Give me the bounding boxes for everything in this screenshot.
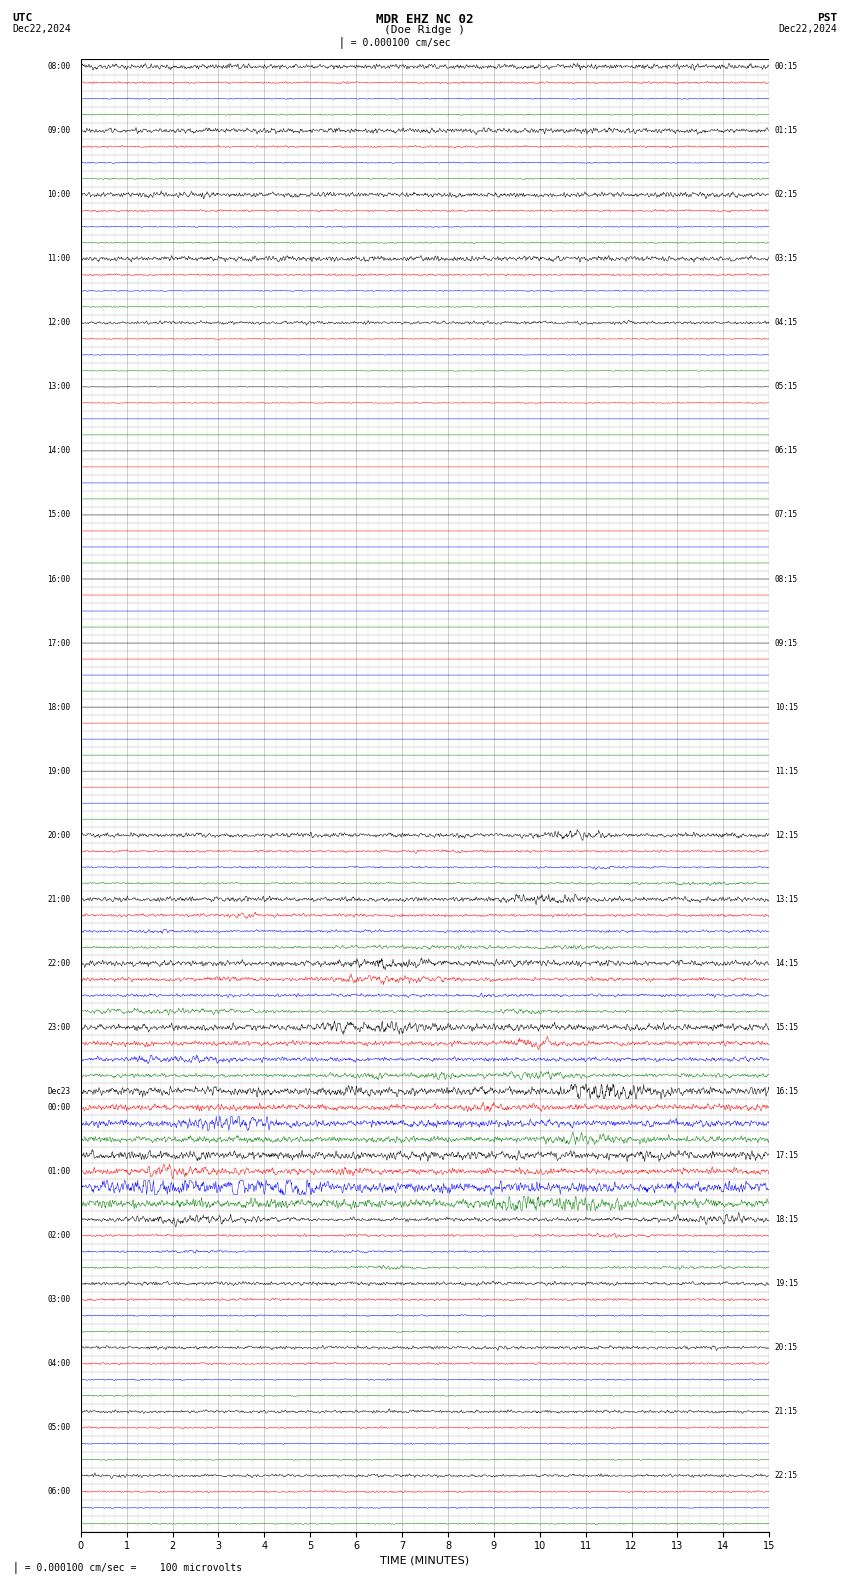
Text: 22:15: 22:15 [774, 1472, 798, 1479]
Text: 00:00: 00:00 [48, 1102, 71, 1112]
Text: 11:15: 11:15 [774, 767, 798, 776]
Text: 10:15: 10:15 [774, 703, 798, 711]
Text: 09:15: 09:15 [774, 638, 798, 648]
Text: 13:00: 13:00 [48, 382, 71, 391]
Text: 06:00: 06:00 [48, 1487, 71, 1497]
Text: 20:15: 20:15 [774, 1343, 798, 1353]
Text: 02:00: 02:00 [48, 1231, 71, 1240]
Text: Dec22,2024: Dec22,2024 [13, 24, 71, 33]
Text: 22:00: 22:00 [48, 958, 71, 968]
Text: MDR EHZ NC 02: MDR EHZ NC 02 [377, 13, 473, 25]
Text: 08:00: 08:00 [48, 62, 71, 71]
Text: 04:15: 04:15 [774, 318, 798, 328]
Text: 03:00: 03:00 [48, 1296, 71, 1304]
Text: 07:15: 07:15 [774, 510, 798, 520]
Text: 11:00: 11:00 [48, 255, 71, 263]
Text: 18:15: 18:15 [774, 1215, 798, 1224]
Text: 05:00: 05:00 [48, 1422, 71, 1432]
Text: 20:00: 20:00 [48, 830, 71, 840]
Text: 13:15: 13:15 [774, 895, 798, 904]
Text: 10:00: 10:00 [48, 190, 71, 200]
Text: 15:15: 15:15 [774, 1023, 798, 1031]
Text: 21:15: 21:15 [774, 1407, 798, 1416]
Text: 14:00: 14:00 [48, 447, 71, 456]
Text: 12:00: 12:00 [48, 318, 71, 328]
Text: 19:00: 19:00 [48, 767, 71, 776]
Text: 18:00: 18:00 [48, 703, 71, 711]
X-axis label: TIME (MINUTES): TIME (MINUTES) [381, 1555, 469, 1565]
Text: 09:00: 09:00 [48, 127, 71, 135]
Text: ⎮ = 0.000100 cm/sec =    100 microvolts: ⎮ = 0.000100 cm/sec = 100 microvolts [13, 1560, 242, 1573]
Text: 01:00: 01:00 [48, 1167, 71, 1175]
Text: UTC: UTC [13, 13, 33, 22]
Text: 21:00: 21:00 [48, 895, 71, 904]
Text: 00:15: 00:15 [774, 62, 798, 71]
Text: (Doe Ridge ): (Doe Ridge ) [384, 25, 466, 35]
Text: PST: PST [817, 13, 837, 22]
Text: ⎮ = 0.000100 cm/sec: ⎮ = 0.000100 cm/sec [339, 36, 451, 49]
Text: 14:15: 14:15 [774, 958, 798, 968]
Text: 06:15: 06:15 [774, 447, 798, 456]
Text: 01:15: 01:15 [774, 127, 798, 135]
Text: 23:00: 23:00 [48, 1023, 71, 1031]
Text: 08:15: 08:15 [774, 575, 798, 583]
Text: Dec22,2024: Dec22,2024 [779, 24, 837, 33]
Text: 16:15: 16:15 [774, 1087, 798, 1096]
Text: 12:15: 12:15 [774, 830, 798, 840]
Text: 03:15: 03:15 [774, 255, 798, 263]
Text: 04:00: 04:00 [48, 1359, 71, 1369]
Text: 02:15: 02:15 [774, 190, 798, 200]
Text: 05:15: 05:15 [774, 382, 798, 391]
Text: 19:15: 19:15 [774, 1278, 798, 1288]
Text: 17:00: 17:00 [48, 638, 71, 648]
Text: Dec23: Dec23 [48, 1087, 71, 1096]
Text: 17:15: 17:15 [774, 1152, 798, 1159]
Text: 16:00: 16:00 [48, 575, 71, 583]
Text: 15:00: 15:00 [48, 510, 71, 520]
